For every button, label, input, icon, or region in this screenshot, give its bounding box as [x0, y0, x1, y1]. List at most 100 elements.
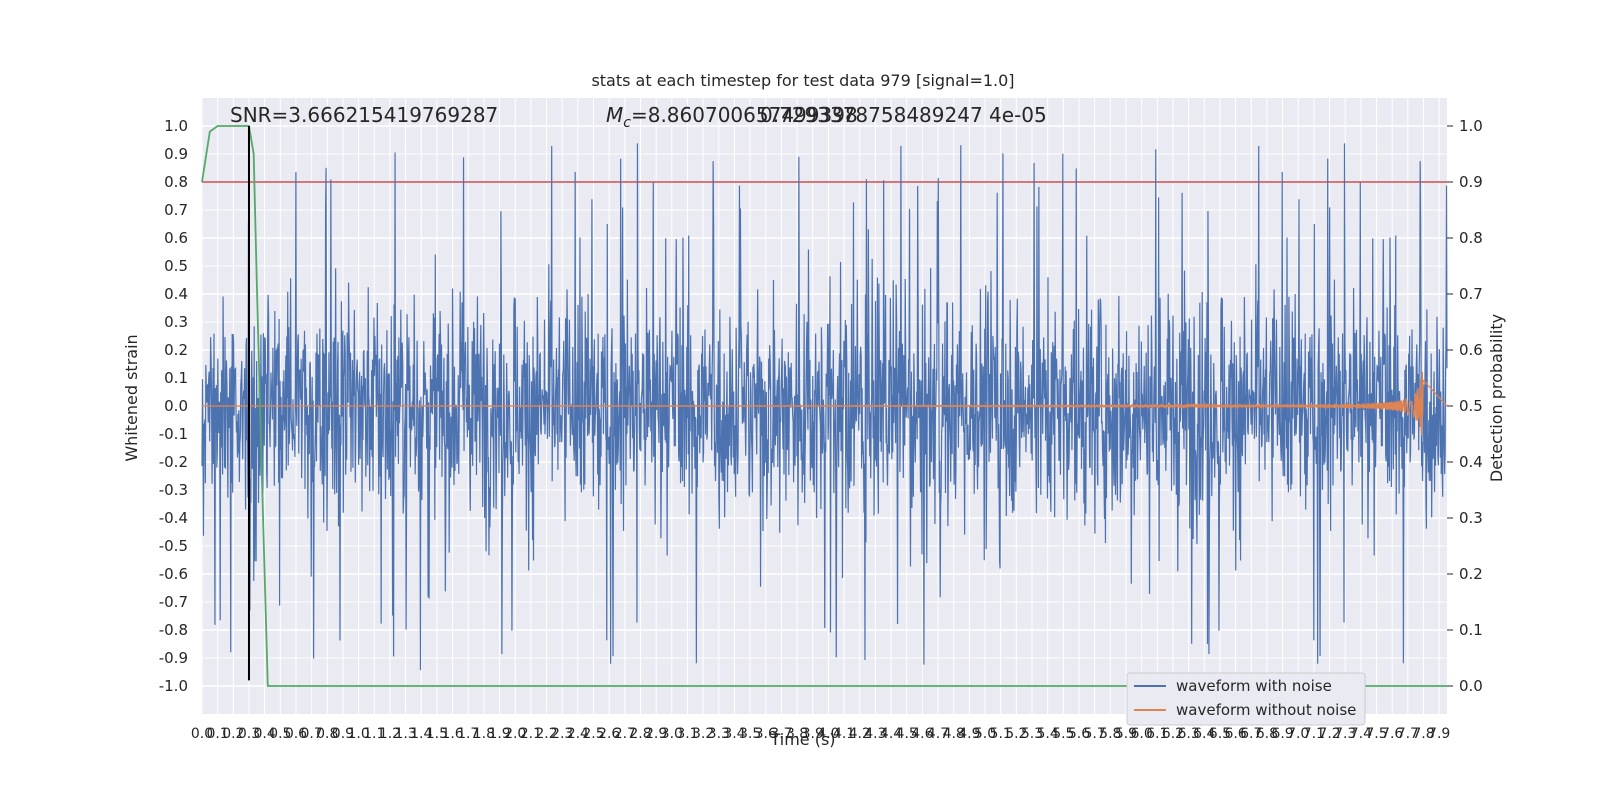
y-tick-label-left: 0.8	[164, 173, 188, 191]
x-tick-label: 6.7	[1240, 726, 1262, 742]
x-tick-label: 6.0	[1130, 726, 1152, 742]
y-tick-label-left: 0.9	[164, 145, 188, 163]
x-tick-label: 0.7	[300, 726, 322, 742]
x-tick-label: 3.0	[661, 726, 683, 742]
x-tick-label: 0.6	[285, 726, 307, 742]
y-tick-label-left: -0.5	[159, 537, 188, 555]
x-tick-label: 1.8	[473, 726, 495, 742]
chirp-mass-annotation: Mc=8.860700657499398	[606, 103, 858, 131]
legend-box	[1126, 672, 1366, 726]
axis-ticks: 0.00.10.20.30.40.50.60.70.80.91.01.11.21…	[159, 117, 1483, 742]
y-tick-label-right: 1.0	[1459, 117, 1483, 135]
legend: waveform with noise waveform without noi…	[1126, 672, 1366, 726]
y-tick-label-left: 0.4	[164, 285, 188, 303]
x-tick-label: 7.4	[1350, 726, 1372, 742]
x-tick-label: 4.0	[817, 726, 839, 742]
x-tick-label: 0.5	[269, 726, 291, 742]
snr-annotation: SNR=3.666215419769287	[230, 103, 498, 127]
y-tick-label-right: 0.0	[1459, 677, 1483, 695]
y-tick-label-right: 0.7	[1459, 285, 1483, 303]
x-tick-label: 6.2	[1162, 726, 1184, 742]
x-tick-label: 0.4	[254, 726, 276, 742]
legend-label-waveform-with-noise: waveform with noise	[1176, 677, 1332, 695]
y-tick-label-right: 0.8	[1459, 229, 1483, 247]
x-tick-label: 1.4	[410, 726, 432, 742]
x-tick-label: 3.7	[770, 726, 792, 742]
x-tick-label: 5.9	[1115, 726, 1137, 742]
y-tick-label-right: 0.1	[1459, 621, 1483, 639]
series-detection-probability	[201, 125, 1447, 687]
y-tick-label-left: 0.3	[164, 313, 188, 331]
series-waveform-without-noise	[201, 371, 1448, 436]
y-tick-label-left: -0.6	[159, 565, 188, 583]
x-tick-label: 2.9	[645, 726, 667, 742]
x-tick-label: 6.5	[1209, 726, 1231, 742]
chirp-mass-symbol: M	[606, 103, 623, 127]
y-axis-label-left: Whitened strain	[122, 334, 141, 461]
y-tick-label-right: 0.9	[1459, 173, 1483, 191]
y-tick-label-left: -0.4	[159, 509, 188, 527]
overlap-annotation: 0.7293378758489247 4e-05	[760, 103, 1047, 127]
x-tick-label: 5.3	[1021, 726, 1043, 742]
x-tick-label: 4.8	[943, 726, 965, 742]
y-tick-label-right: 0.2	[1459, 565, 1483, 583]
x-tick-label: 5.7	[1084, 726, 1106, 742]
x-tick-label: 0.8	[316, 726, 338, 742]
x-tick-label: 3.3	[708, 726, 730, 742]
y-tick-label-left: -0.2	[159, 453, 188, 471]
x-tick-label: 4.5	[896, 726, 918, 742]
x-tick-label: 6.9	[1271, 726, 1293, 742]
x-tick-label: 3.8	[786, 726, 808, 742]
y-tick-label-left: 0.2	[164, 341, 188, 359]
y-tick-label-left: 0.1	[164, 369, 188, 387]
x-tick-label: 2.6	[598, 726, 620, 742]
chirp-mass-value: =8.860700657499398	[631, 103, 858, 127]
y-tick-label-left: 0.7	[164, 201, 188, 219]
y-tick-label-right: 0.3	[1459, 509, 1483, 527]
x-tick-label: 2.3	[551, 726, 573, 742]
x-tick-label: 7.7	[1397, 726, 1419, 742]
x-tick-label: 3.5	[739, 726, 761, 742]
x-tick-label: 7.9	[1428, 726, 1450, 742]
x-tick-label: 5.2	[1005, 726, 1027, 742]
y-tick-label-left: -0.3	[159, 481, 188, 499]
x-tick-label: 1.3	[394, 726, 416, 742]
y-tick-label-left: -0.1	[159, 425, 188, 443]
x-tick-label: 7.8	[1412, 726, 1434, 742]
x-tick-label: 6.8	[1256, 726, 1278, 742]
x-axis-label: Time (s)	[769, 730, 835, 749]
x-tick-label: 0.0	[191, 726, 213, 742]
x-tick-label: 4.2	[849, 726, 871, 742]
x-tick-label: 3.9	[802, 726, 824, 742]
y-tick-label-left: -0.7	[159, 593, 188, 611]
x-tick-label: 7.5	[1365, 726, 1387, 742]
x-tick-label: 2.8	[629, 726, 651, 742]
x-tick-label: 1.1	[363, 726, 385, 742]
x-tick-label: 4.7	[927, 726, 949, 742]
x-tick-label: 5.1	[990, 726, 1012, 742]
x-tick-label: 3.1	[676, 726, 698, 742]
y-tick-label-right: 0.4	[1459, 453, 1483, 471]
x-tick-label: 5.6	[1068, 726, 1090, 742]
x-tick-label: 2.1	[520, 726, 542, 742]
x-tick-label: 5.0	[974, 726, 996, 742]
y-tick-label-left: 1.0	[164, 117, 188, 135]
series-waveform-with-noise	[201, 143, 1448, 671]
x-tick-label: 0.1	[207, 726, 229, 742]
y-tick-label-left: 0.6	[164, 229, 188, 247]
x-tick-label: 1.7	[457, 726, 479, 742]
x-tick-label: 5.4	[1037, 726, 1059, 742]
x-tick-label: 1.6	[441, 726, 463, 742]
x-tick-label: 2.7	[614, 726, 636, 742]
y-axis-label-right: Detection probability	[1487, 314, 1506, 482]
x-tick-label: 2.2	[535, 726, 557, 742]
x-tick-label: 1.5	[426, 726, 448, 742]
y-tick-label-left: -0.8	[159, 621, 188, 639]
x-tick-label: 4.9	[958, 726, 980, 742]
y-tick-label-left: 0.5	[164, 257, 188, 275]
x-tick-label: 2.4	[567, 726, 589, 742]
x-tick-label: 4.6	[911, 726, 933, 742]
chirp-mass-subscript: c	[623, 115, 631, 131]
x-tick-label: 6.1	[1146, 726, 1168, 742]
